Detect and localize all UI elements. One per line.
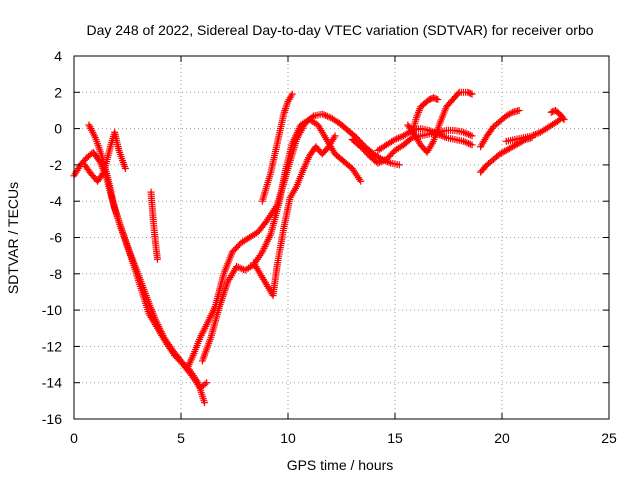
data-point xyxy=(407,135,415,143)
x-tick-label: 15 xyxy=(387,430,403,446)
series-arc-8 xyxy=(258,90,296,205)
data-series xyxy=(70,88,568,407)
data-point xyxy=(530,131,538,139)
y-axis-label: SDTVAR / TECUs xyxy=(5,182,21,294)
data-point xyxy=(437,131,445,139)
data-point xyxy=(531,130,539,138)
y-tick-label: -4 xyxy=(50,193,63,209)
data-point xyxy=(396,133,404,141)
data-point xyxy=(406,128,414,136)
series-arc-16 xyxy=(374,125,476,154)
data-point xyxy=(323,112,331,120)
data-point xyxy=(463,139,471,147)
data-point xyxy=(391,135,399,143)
data-point xyxy=(466,131,474,139)
data-point xyxy=(234,263,242,271)
data-point xyxy=(357,177,365,185)
data-point xyxy=(393,135,401,143)
data-point xyxy=(395,161,403,169)
series-arc-15 xyxy=(547,106,568,124)
data-point xyxy=(507,109,515,117)
data-point xyxy=(394,134,402,142)
series-arc-12 xyxy=(477,106,523,151)
series-arc-11 xyxy=(408,94,442,138)
data-point xyxy=(331,132,339,140)
data-point xyxy=(468,132,476,140)
x-tick-label: 0 xyxy=(70,430,78,446)
data-point xyxy=(379,157,387,165)
data-point xyxy=(454,90,462,98)
data-point xyxy=(318,110,326,118)
data-point xyxy=(466,140,474,148)
data-point xyxy=(461,129,469,137)
x-axis-label: GPS time / hours xyxy=(287,457,394,473)
y-tick-label: -12 xyxy=(42,338,62,354)
x-tick-label: 5 xyxy=(177,430,185,446)
data-point xyxy=(465,130,473,138)
data-point xyxy=(459,137,467,145)
data-point xyxy=(515,106,523,114)
series-arc-9 xyxy=(348,126,476,167)
y-tick-label: 2 xyxy=(54,84,62,100)
data-point xyxy=(203,379,211,387)
data-point xyxy=(282,105,290,113)
data-point xyxy=(322,112,330,120)
data-point xyxy=(201,380,209,388)
data-point xyxy=(153,255,161,263)
data-point xyxy=(465,139,473,147)
data-point xyxy=(374,159,382,167)
data-point xyxy=(121,165,129,173)
data-point xyxy=(463,130,471,138)
data-point xyxy=(468,141,476,149)
data-point xyxy=(282,103,290,111)
data-point xyxy=(439,132,447,140)
data-point xyxy=(468,90,476,98)
series-arc-4 xyxy=(147,188,161,263)
x-tick-label: 20 xyxy=(494,430,510,446)
data-point xyxy=(434,96,442,104)
x-tick-label: 10 xyxy=(280,430,296,446)
data-point xyxy=(461,138,469,146)
y-tick-label: 0 xyxy=(54,121,62,137)
data-point xyxy=(280,108,288,116)
series-arc-6 xyxy=(198,116,365,365)
y-tick-label: -14 xyxy=(42,375,62,391)
data-point xyxy=(559,114,567,122)
data-point xyxy=(233,263,241,271)
data-point xyxy=(560,116,568,124)
chart-title: Day 248 of 2022, Sidereal Day-to-day VTE… xyxy=(86,22,593,38)
series-arc-7 xyxy=(250,132,339,300)
data-point xyxy=(376,158,384,166)
data-point xyxy=(320,111,328,119)
data-point xyxy=(425,126,433,134)
data-point xyxy=(467,90,475,98)
series-arc-14 xyxy=(502,114,566,145)
data-point xyxy=(432,129,440,137)
y-tick-label: -2 xyxy=(50,157,63,173)
data-point xyxy=(533,130,541,138)
data-point xyxy=(528,132,536,140)
y-tick-label: -10 xyxy=(42,302,62,318)
x-tick-label: 25 xyxy=(601,430,617,446)
data-point xyxy=(459,128,467,136)
data-point xyxy=(441,133,449,141)
data-point xyxy=(430,129,438,137)
data-point xyxy=(436,131,444,139)
data-point xyxy=(434,130,442,138)
data-point xyxy=(429,128,437,136)
data-point xyxy=(281,106,289,114)
data-point xyxy=(427,127,435,135)
axes: 0 5 10 15 20 25 -16 -14 -12 -10 -8 -6 -4 -2 0 2 4 xyxy=(42,48,617,446)
data-point xyxy=(377,158,385,166)
data-point xyxy=(201,399,209,407)
y-tick-label: -6 xyxy=(50,230,63,246)
data-point xyxy=(432,95,440,103)
y-tick-label: -16 xyxy=(42,411,62,427)
y-tick-label: -8 xyxy=(50,266,63,282)
data-point xyxy=(236,264,244,272)
data-point xyxy=(288,90,296,98)
y-tick-label: 4 xyxy=(54,48,62,64)
series-arc-13 xyxy=(477,134,536,176)
